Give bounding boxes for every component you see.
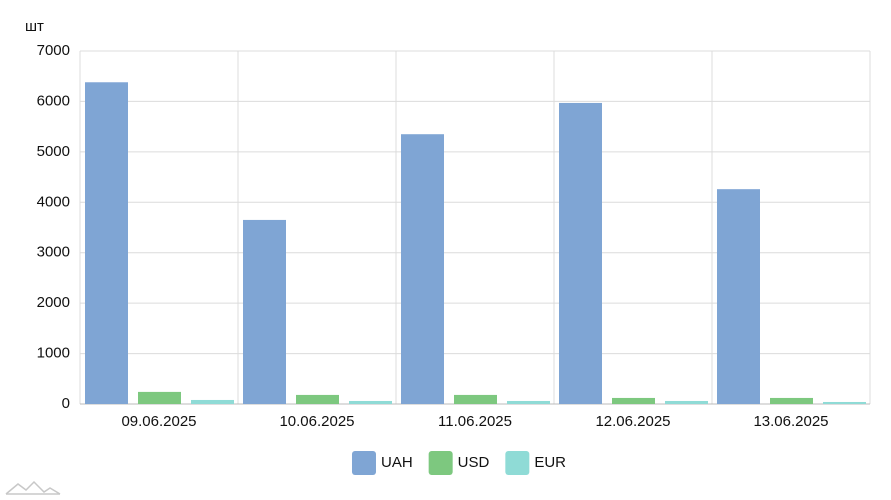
- y-tick-label: 6000: [37, 92, 70, 109]
- legend-swatch: [351, 451, 376, 475]
- x-tick-label: 10.06.2025: [279, 413, 354, 430]
- bar: [191, 399, 234, 404]
- x-tick-label: 11.06.2025: [438, 413, 512, 430]
- bar: [454, 394, 497, 404]
- legend-label: UAH: [381, 454, 413, 471]
- x-tick-label: 12.06.2025: [595, 413, 670, 430]
- legend-label: EUR: [534, 454, 566, 471]
- y-tick-label: 0: [62, 395, 70, 412]
- bar: [507, 400, 550, 404]
- legend-swatch: [505, 451, 530, 475]
- y-tick-label: 3000: [37, 244, 70, 261]
- legend-swatch: [428, 451, 453, 475]
- logo: [5, 480, 61, 495]
- bar: [717, 189, 760, 404]
- y-axis-label: шт: [25, 18, 44, 35]
- y-tick-label: 5000: [37, 143, 70, 160]
- bar: [138, 391, 181, 404]
- y-tick-label: 7000: [37, 42, 70, 59]
- bar: [612, 397, 655, 404]
- bar: [401, 134, 444, 404]
- x-tick-label: 13.06.2025: [753, 413, 828, 430]
- y-tick-label: 4000: [37, 193, 70, 210]
- bar: [243, 219, 286, 404]
- bar: [665, 400, 708, 404]
- bar: [770, 397, 813, 404]
- bar: [85, 82, 128, 404]
- y-tick-label: 1000: [37, 345, 70, 362]
- bar: [559, 102, 602, 404]
- bar: [823, 401, 866, 404]
- bar: [349, 400, 392, 404]
- bar: [296, 394, 339, 404]
- legend-label: USD: [458, 454, 490, 471]
- x-tick-label: 09.06.2025: [121, 413, 196, 430]
- y-tick-label: 2000: [37, 294, 70, 311]
